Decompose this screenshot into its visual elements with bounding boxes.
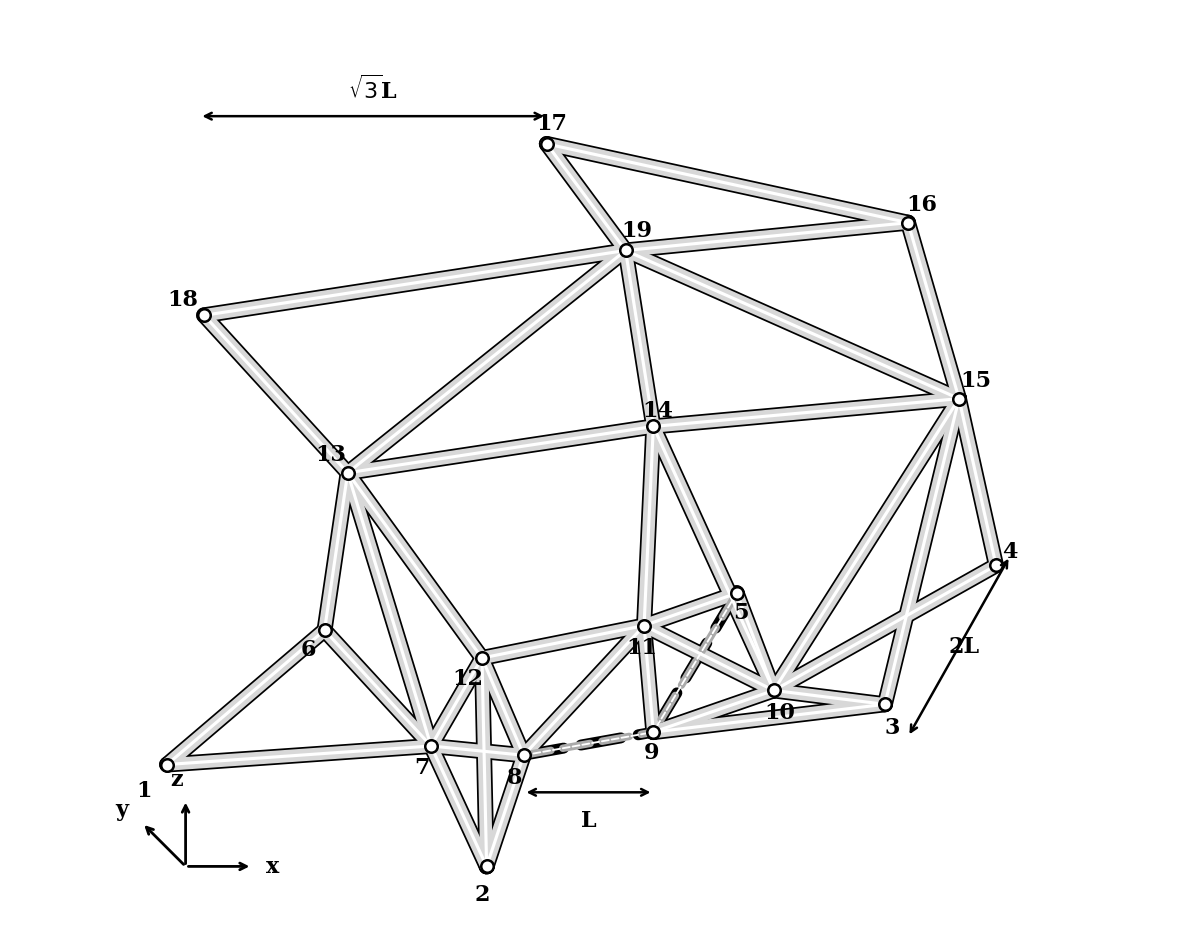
Text: z: z xyxy=(169,768,182,791)
Text: 7: 7 xyxy=(414,756,430,779)
Text: 6: 6 xyxy=(301,638,317,660)
Text: 5: 5 xyxy=(733,601,749,623)
Text: 11: 11 xyxy=(626,637,658,658)
Text: 8: 8 xyxy=(506,766,523,788)
Text: 17: 17 xyxy=(536,112,567,135)
Text: y: y xyxy=(115,798,128,820)
Text: 13: 13 xyxy=(315,444,346,466)
Text: L: L xyxy=(580,809,597,831)
Text: x: x xyxy=(266,856,279,878)
Text: 14: 14 xyxy=(643,399,673,421)
Text: $\sqrt{3}$L: $\sqrt{3}$L xyxy=(348,75,398,104)
Text: 2L: 2L xyxy=(947,636,979,658)
Text: 18: 18 xyxy=(167,289,198,310)
Text: 9: 9 xyxy=(644,741,659,764)
Text: 15: 15 xyxy=(960,369,991,392)
Text: 4: 4 xyxy=(1003,541,1018,563)
Text: 19: 19 xyxy=(621,220,652,242)
Text: 2: 2 xyxy=(474,883,490,905)
Text: 3: 3 xyxy=(885,716,900,739)
Text: 10: 10 xyxy=(764,701,794,723)
Text: 1: 1 xyxy=(137,779,152,801)
Text: 16: 16 xyxy=(906,194,937,216)
Text: 12: 12 xyxy=(453,667,484,690)
